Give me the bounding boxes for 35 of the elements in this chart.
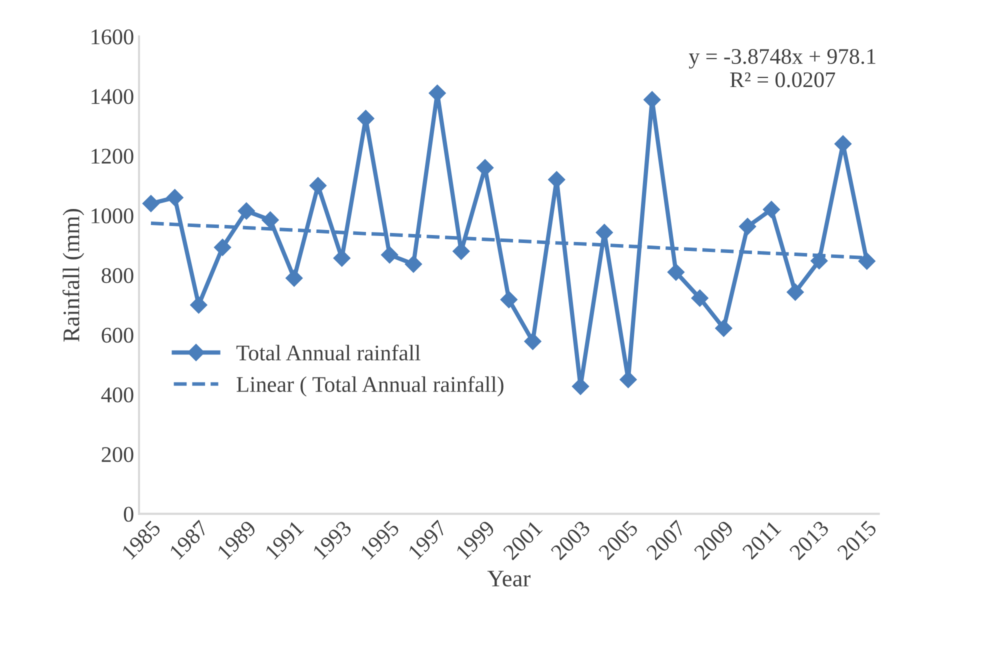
point [620, 371, 637, 388]
point [762, 200, 780, 218]
annotation: y = -3.8748x + 978.1 R² = 0.0207 [688, 48, 876, 88]
point [715, 320, 732, 337]
point [214, 238, 232, 256]
x-tick-label: 1991 [264, 520, 304, 560]
point [667, 264, 685, 281]
point [238, 202, 255, 220]
point [166, 189, 184, 206]
legend-label: Total Annual rainfall [236, 344, 420, 360]
y-tick-label: 1600 [92, 29, 134, 44]
point [286, 270, 303, 287]
x-axis-title: Year [487, 570, 530, 587]
point [309, 177, 327, 194]
point [691, 290, 708, 307]
y-tick-label: 800 [102, 268, 134, 284]
point [500, 291, 518, 308]
legend-label: Linear ( Total Annual rainfall) [236, 376, 504, 397]
y-tick-label: 1200 [92, 148, 134, 164]
point [786, 284, 804, 301]
point [142, 194, 160, 212]
point [858, 252, 876, 270]
y-tick-label: 1400 [92, 89, 134, 104]
point [381, 246, 398, 264]
point [739, 218, 756, 236]
y-axis-title: Rainfall (mm) [62, 208, 84, 342]
point [404, 256, 422, 273]
point [190, 296, 208, 314]
y-tick-label: 200 [102, 447, 134, 462]
y-tick-label: 1000 [92, 208, 134, 224]
y-tick-label: 0 [124, 506, 134, 522]
point [524, 332, 542, 350]
y-tick-label: 400 [101, 387, 134, 402]
y-tick-label: 600 [102, 328, 134, 343]
point [262, 211, 279, 228]
